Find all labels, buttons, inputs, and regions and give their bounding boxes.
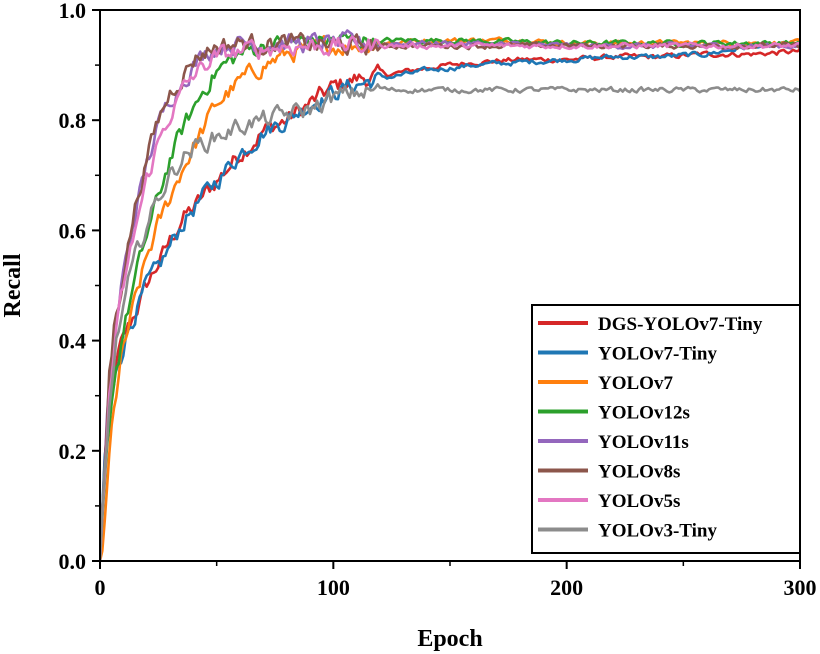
series-layer: [100, 29, 800, 561]
x-tick-label: 0: [95, 575, 106, 600]
y-tick-label: 0.2: [59, 439, 87, 464]
y-tick-label: 0.6: [59, 218, 87, 243]
x-axis-title: Epoch: [417, 626, 482, 652]
series-line-yolov7-tiny: [100, 40, 800, 561]
legend-label: YOLOv5s: [598, 491, 680, 512]
x-tick-label: 100: [317, 575, 350, 600]
y-tick-label: 0.4: [59, 329, 87, 354]
series-line-yolov3-tiny: [100, 83, 800, 561]
legend-label: YOLOv12s: [598, 403, 690, 424]
legend-label: DGS-YOLOv7-Tiny: [598, 314, 763, 335]
y-tick-label: 0.8: [59, 108, 87, 133]
x-tick-label: 200: [550, 575, 583, 600]
y-tick-label: 0.0: [59, 549, 87, 574]
legend-label: YOLOv7-Tiny: [598, 344, 717, 365]
legend-label: YOLOv3-Tiny: [598, 521, 717, 542]
y-axis-title: Recall: [0, 253, 26, 317]
legend-label: YOLOv7: [598, 373, 673, 394]
legend-box: [531, 304, 801, 554]
legend: DGS-YOLOv7-Tiny YOLOv7-Tiny YOLOv7 YOLOv12s…: [531, 304, 801, 554]
legend-label: YOLOv8s: [598, 462, 680, 483]
series-line-yolov5s: [100, 35, 800, 561]
y-tick-label: 1.0: [59, 0, 87, 23]
x-tick-label: 300: [784, 575, 817, 600]
legend-label: YOLOv11s: [598, 432, 689, 453]
